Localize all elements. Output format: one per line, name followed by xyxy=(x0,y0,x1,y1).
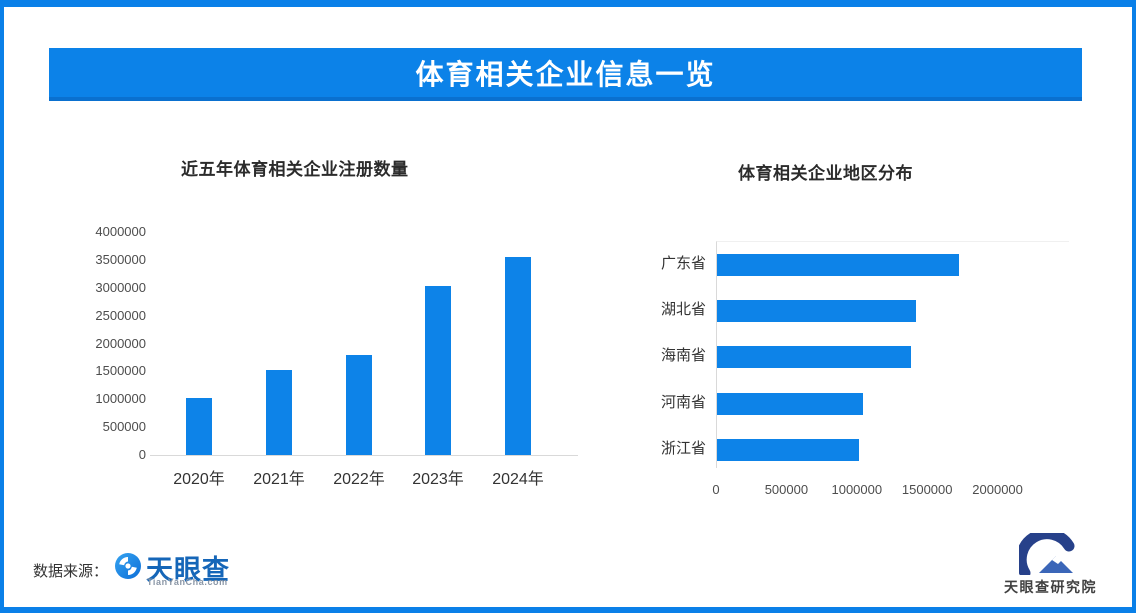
left-chart-plot-area xyxy=(150,232,578,456)
data-source-label: 数据来源： xyxy=(33,563,109,580)
tianyancha-eye-icon xyxy=(115,553,141,579)
x-tick-label: 2022年 xyxy=(333,471,385,488)
bar xyxy=(186,398,212,455)
y-tick-label: 2500000 xyxy=(95,307,146,323)
x-tick-label: 1500000 xyxy=(901,482,953,497)
category-label: 湖北省 xyxy=(660,301,706,319)
page-border-top xyxy=(0,0,1136,7)
tianyancha-logo-text: 天眼查 xyxy=(146,555,230,585)
right-chart-x-axis: 0 500000 1000000 1500000 2000000 xyxy=(712,482,1068,500)
y-tick-label: 1000000 xyxy=(95,391,146,407)
title-banner: 体育相关企业信息一览 xyxy=(49,48,1082,101)
right-chart-title: 体育相关企业地区分布 xyxy=(738,164,913,183)
y-tick-label: 3000000 xyxy=(95,279,146,295)
x-tick-label: 2021年 xyxy=(253,471,305,488)
bar xyxy=(425,286,451,455)
page-border-bottom xyxy=(0,607,1136,613)
right-chart-category-axis: 广东省湖北省海南省河南省浙江省 xyxy=(640,241,706,467)
category-label: 海南省 xyxy=(660,347,706,365)
tianyancha-institute-icon xyxy=(1019,533,1075,575)
bar xyxy=(717,300,916,323)
x-tick-label: 2023年 xyxy=(412,471,464,488)
left-chart-x-axis: 2020年 2021年 2022年 2023年 2024年 xyxy=(150,471,578,491)
right-chart-plot-area xyxy=(716,241,1069,468)
x-tick-label: 0 xyxy=(712,482,720,497)
y-tick-label: 1500000 xyxy=(95,363,146,379)
bar xyxy=(717,438,859,461)
x-tick-label: 500000 xyxy=(764,482,809,497)
y-tick-label: 4000000 xyxy=(95,224,146,239)
institute-logo-text: 天眼查研究院 xyxy=(1004,579,1097,595)
left-chart-title: 近五年体育相关企业注册数量 xyxy=(181,160,409,179)
x-tick-label: 2020年 xyxy=(173,471,225,488)
category-label: 浙江省 xyxy=(660,439,706,457)
bar xyxy=(717,254,959,276)
y-tick-label: 3500000 xyxy=(95,251,146,267)
left-chart-y-axis: 0 500000 1000000 1500000 2000000 2500000 30000… xyxy=(52,224,146,462)
y-tick-label: 500000 xyxy=(102,419,146,435)
bar xyxy=(266,370,292,455)
page-border-right xyxy=(1132,0,1136,613)
x-tick-label: 2000000 xyxy=(972,482,1023,497)
x-tick-label: 2024年 xyxy=(492,471,544,488)
tianyancha-logo-subtext: TianYanCha.com xyxy=(147,577,228,587)
bar xyxy=(717,346,911,369)
y-tick-label: 0 xyxy=(138,447,146,462)
bar xyxy=(346,355,372,455)
bar xyxy=(717,392,863,415)
y-tick-label: 2000000 xyxy=(95,335,146,351)
category-label: 河南省 xyxy=(660,393,706,411)
bar xyxy=(505,257,531,455)
category-label: 广东省 xyxy=(660,255,706,272)
page-border-left xyxy=(0,0,4,613)
x-tick-label: 1000000 xyxy=(831,482,883,497)
page-title: 体育相关企业信息一览 xyxy=(415,58,716,90)
